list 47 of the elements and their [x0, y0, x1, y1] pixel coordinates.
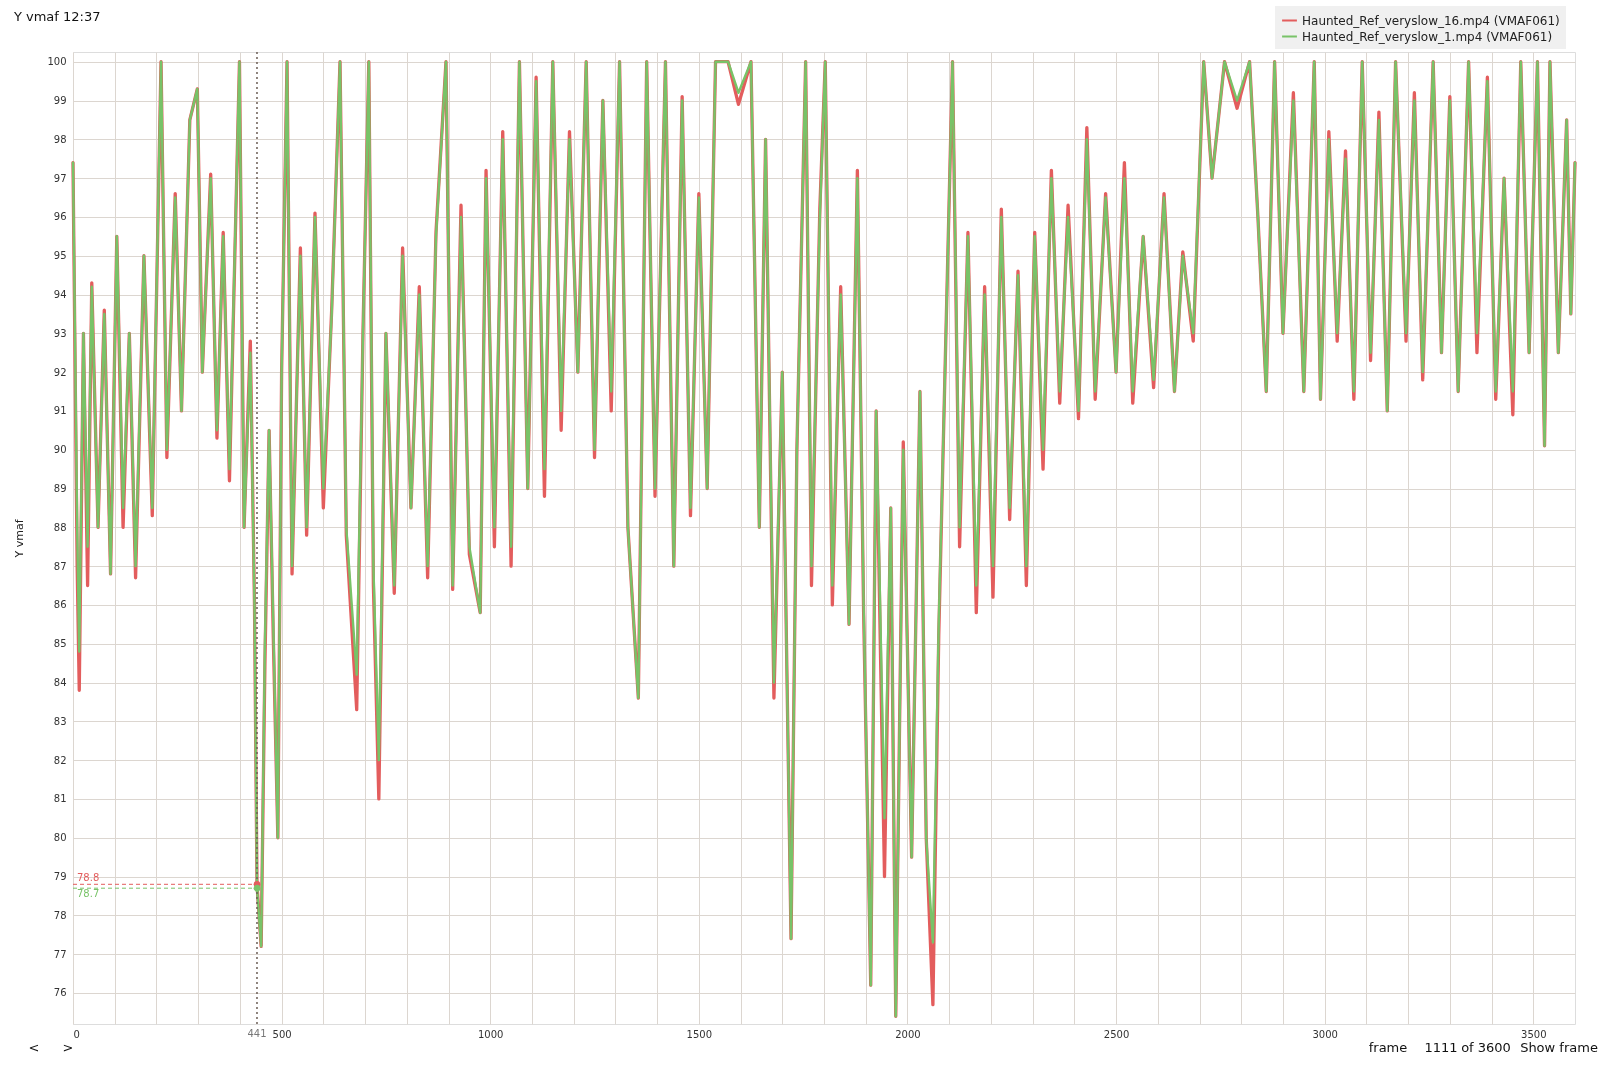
x-tick-label: 2500 [1103, 1028, 1130, 1040]
y-tick-label: 89 [53, 483, 67, 495]
x-tick-label: 0 [73, 1028, 80, 1040]
y-tick-label: 76 [53, 987, 67, 999]
x-tick-label: 500 [272, 1028, 292, 1040]
x-tick-label: 1000 [478, 1028, 504, 1040]
text: Show frame [1520, 1040, 1598, 1055]
text: 1111 [1424, 1040, 1458, 1055]
y-tick-label: 87 [53, 560, 67, 572]
y-tick-label: 98 [53, 133, 67, 145]
y-tick-label: 96 [53, 211, 67, 223]
line-series [71, 60, 1577, 1018]
y-tick-label: 99 [53, 95, 67, 106]
text: < [28, 1040, 40, 1055]
y-axis-title: Y vmaf [13, 518, 27, 559]
y-tick-label: 94 [53, 289, 67, 301]
text: of 3600 [1461, 1040, 1511, 1055]
y-tick-label: 77 [53, 948, 67, 960]
x-tick-label: 1500 [686, 1028, 713, 1040]
y-tick-label: 84 [53, 677, 67, 689]
legend-label: Haunted_Ref_veryslow_16.mp4 (VMAF061) [1302, 13, 1560, 28]
y-tick-label: 93 [53, 327, 67, 339]
y-tick-label: 91 [53, 405, 67, 417]
y-tick-label: 97 [53, 172, 67, 184]
y-tick-label: 100 [47, 56, 67, 68]
text: frame [1368, 1040, 1408, 1055]
y-tick-label: 81 [53, 793, 67, 805]
y-tick-label: 78 [53, 909, 67, 921]
y-tick-label: 88 [53, 521, 67, 533]
ref-line-label: 441 [247, 1028, 267, 1039]
x-tick-label: 3000 [1312, 1028, 1338, 1040]
y-tick-label: 79 [53, 871, 67, 883]
annotation: 78.8 [77, 872, 100, 884]
y-tick-label: 82 [53, 754, 67, 766]
y-tick-label: 95 [53, 250, 67, 262]
x-tick-label: 3500 [1521, 1028, 1547, 1040]
x-tick-label: 2000 [895, 1028, 921, 1040]
text: > [62, 1040, 74, 1055]
annotation: 78.7 [77, 888, 100, 900]
y-tick-label: 80 [53, 832, 67, 844]
y-tick-label: 85 [53, 638, 67, 650]
chart-title: Y vmaf 12:37 [12, 9, 101, 24]
y-tick-label: 86 [53, 599, 67, 611]
y-tick-label: 83 [53, 715, 67, 727]
y-tick-label: 90 [53, 444, 67, 456]
y-tick-label: 92 [53, 366, 67, 378]
legend-label: Haunted_Ref_veryslow_1.mp4 (VMAF061) [1302, 29, 1553, 44]
